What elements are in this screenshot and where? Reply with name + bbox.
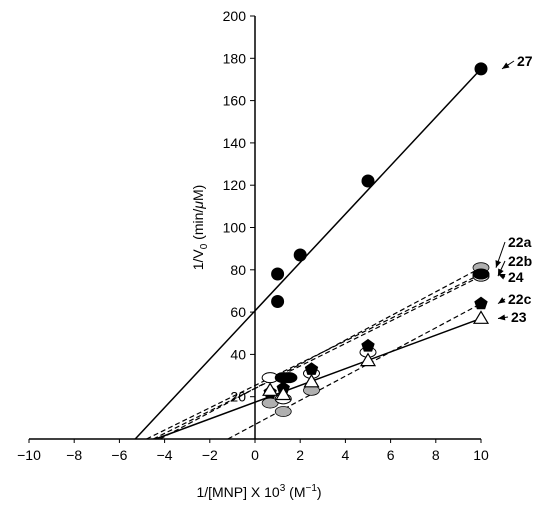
series-label-27: 27 [517, 53, 533, 69]
fit-lines [134, 68, 482, 440]
x-tick-label: 2 [296, 447, 304, 463]
y-tick-label: 160 [223, 93, 247, 109]
x-tick-label: −6 [111, 447, 127, 463]
y-tick-label: 200 [223, 8, 247, 24]
y-tick-label: 100 [223, 220, 247, 236]
series-label-23: 23 [511, 309, 527, 325]
x-tick-label: 8 [432, 447, 440, 463]
y-tick-label: 120 [223, 177, 247, 193]
point-23 [472, 310, 490, 324]
y-tick-label: 140 [223, 135, 247, 151]
ticks: −10−8−6−4−202468102040608010012014016018… [17, 8, 489, 463]
fit-line-22b [153, 275, 482, 440]
x-axis-label: 1/[MNP] X 103 (M−1) [196, 483, 321, 500]
point-27 [271, 295, 285, 309]
series-label-22a: 22a [508, 234, 532, 250]
point-23 [262, 382, 279, 396]
arrowhead-24 [498, 274, 506, 280]
series-label-22c: 22c [508, 291, 532, 307]
point-23 [359, 352, 377, 367]
fit-line-24 [146, 273, 482, 440]
fit-line-22a [159, 267, 482, 440]
x-tick-label: −4 [157, 447, 173, 463]
arrowhead-23 [498, 314, 506, 321]
point-27 [474, 62, 488, 76]
x-tick-label: −8 [66, 447, 82, 463]
x-tick-label: 4 [342, 447, 350, 463]
point-22c [474, 296, 488, 310]
point-23 [303, 373, 320, 388]
arrowhead-22c [498, 297, 506, 304]
point-27 [361, 174, 375, 188]
fit-line-27 [134, 68, 482, 440]
x-tick-label: 0 [251, 447, 259, 463]
point-27 [271, 267, 285, 281]
point-22c [304, 362, 319, 375]
x-tick-label: −2 [202, 447, 218, 463]
point-22a [274, 406, 292, 417]
fit-line-23 [155, 317, 482, 440]
arrowhead-22a [495, 260, 502, 268]
x-tick-label: 10 [473, 447, 489, 463]
series-label-24: 24 [508, 269, 524, 285]
y-axis-label: 1/V0 (min/μM) [190, 185, 210, 271]
data-points [261, 62, 490, 417]
y-tick-label: 180 [223, 50, 247, 66]
point-23 [275, 386, 292, 401]
y-tick-label: 60 [230, 304, 246, 320]
y-tick-label: 40 [230, 346, 246, 362]
series-label-22b: 22b [508, 253, 532, 269]
x-tick-label: −10 [17, 447, 41, 463]
point-24 [280, 372, 298, 384]
point-27 [293, 248, 307, 262]
y-tick-label: 80 [230, 262, 246, 278]
point-22c [361, 338, 375, 352]
point-24 [472, 268, 490, 280]
x-tick-label: 6 [387, 447, 395, 463]
fit-line-22c [227, 303, 482, 440]
arrowhead-27 [502, 62, 510, 69]
